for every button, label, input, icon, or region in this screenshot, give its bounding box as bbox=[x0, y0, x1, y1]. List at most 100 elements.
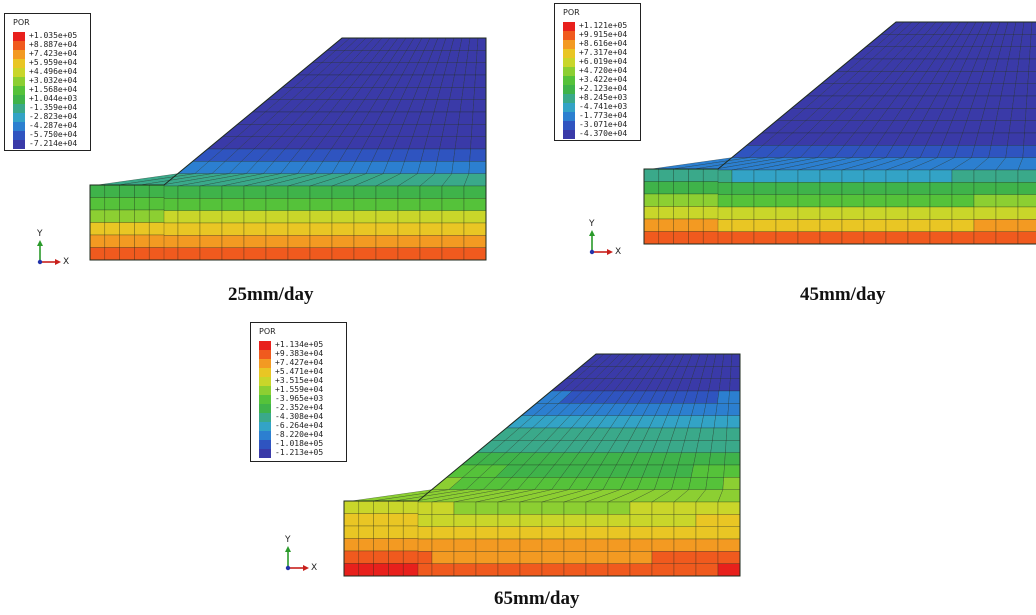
mesh-element bbox=[475, 62, 487, 76]
mesh-element bbox=[717, 514, 741, 527]
mesh-element bbox=[402, 525, 419, 539]
caption-65mm-day: 65mm/day bbox=[494, 588, 580, 609]
mesh-element bbox=[419, 185, 443, 199]
mesh-element bbox=[673, 231, 689, 245]
mesh-element bbox=[419, 235, 443, 248]
mesh-element bbox=[819, 182, 843, 195]
mesh-element bbox=[775, 169, 799, 183]
mesh-element bbox=[731, 231, 755, 245]
mesh-element bbox=[1023, 132, 1036, 146]
mesh-element bbox=[453, 563, 477, 577]
mesh-element bbox=[287, 235, 311, 248]
mesh-element bbox=[973, 194, 997, 208]
mesh-element bbox=[463, 247, 487, 261]
mesh-element bbox=[658, 231, 674, 245]
mesh-element bbox=[287, 222, 311, 236]
mesh-element bbox=[585, 563, 609, 577]
mesh-element bbox=[397, 185, 421, 199]
mesh-element bbox=[519, 514, 543, 527]
mesh-element bbox=[469, 148, 487, 162]
legend-value: +5.959e+04 bbox=[29, 58, 78, 67]
mesh-element bbox=[885, 194, 909, 208]
mesh-element bbox=[673, 168, 689, 182]
mesh-element bbox=[148, 184, 165, 198]
mesh-element bbox=[651, 501, 675, 515]
mesh-element bbox=[541, 538, 565, 552]
mesh-element bbox=[541, 551, 565, 564]
mesh-element bbox=[929, 206, 953, 220]
mesh-element bbox=[475, 501, 499, 515]
legend-value: -7.214e+04 bbox=[29, 139, 78, 148]
legend-value: +1.044e+03 bbox=[29, 94, 78, 103]
model-mesh-65mm-day bbox=[343, 353, 741, 577]
mesh-element bbox=[841, 182, 865, 195]
mesh-element bbox=[708, 452, 726, 466]
legend-value: -8.220e+04 bbox=[275, 430, 324, 439]
mesh-element bbox=[388, 525, 404, 539]
mesh-element bbox=[971, 145, 992, 158]
caption-25mm-day: 25mm/day bbox=[228, 284, 314, 305]
mesh-element bbox=[331, 222, 355, 236]
legend-title: POR bbox=[259, 327, 276, 336]
mesh-element bbox=[373, 500, 389, 514]
mesh-element bbox=[819, 206, 843, 220]
mesh-element bbox=[863, 219, 887, 232]
mesh-element bbox=[119, 209, 135, 223]
mesh-element bbox=[265, 198, 289, 211]
mesh-element bbox=[995, 169, 1019, 183]
legend-swatch bbox=[259, 404, 271, 413]
mesh-element bbox=[439, 136, 458, 150]
mesh-element bbox=[388, 513, 404, 527]
mesh-element bbox=[1012, 95, 1028, 109]
mesh-element bbox=[431, 514, 455, 527]
legend-value: +3.032e+04 bbox=[29, 76, 78, 85]
mesh-element bbox=[797, 169, 821, 183]
mesh-element bbox=[519, 526, 543, 540]
legend-swatch bbox=[563, 40, 575, 49]
mesh-element bbox=[1003, 71, 1018, 84]
legend-swatch bbox=[563, 112, 575, 121]
mesh-element bbox=[841, 231, 865, 245]
mesh-element bbox=[728, 390, 741, 404]
legend-swatch bbox=[259, 449, 271, 458]
mesh-element bbox=[373, 563, 389, 577]
mesh-element bbox=[309, 247, 333, 261]
mesh-element bbox=[471, 111, 487, 125]
mesh-element bbox=[797, 231, 821, 245]
mesh-element bbox=[929, 169, 953, 183]
mesh-element bbox=[402, 538, 419, 552]
mesh-element bbox=[541, 526, 565, 540]
mesh-element bbox=[907, 231, 931, 245]
mesh-element bbox=[1017, 231, 1036, 245]
legend-swatch bbox=[13, 95, 25, 104]
mesh-element bbox=[695, 501, 719, 515]
mesh-element bbox=[417, 161, 438, 174]
legend-swatch bbox=[259, 395, 271, 404]
mesh-element bbox=[563, 501, 587, 515]
mesh-element bbox=[497, 551, 521, 564]
mesh-element bbox=[89, 234, 106, 248]
mesh-element bbox=[287, 185, 311, 199]
mesh-element bbox=[673, 551, 697, 564]
legend-swatch bbox=[13, 113, 25, 122]
mesh-element bbox=[148, 197, 165, 211]
mesh-element bbox=[199, 235, 223, 248]
mesh-element bbox=[134, 184, 150, 198]
mesh-element bbox=[1025, 108, 1036, 121]
legend-45mm-day: POR +1.121e+05 +9.915e+04 +8.616e+04 +7.317… bbox=[554, 3, 641, 141]
mesh-element bbox=[585, 538, 609, 552]
mesh-element bbox=[951, 219, 975, 232]
mesh-element bbox=[221, 210, 245, 224]
mesh-element bbox=[397, 222, 421, 236]
legend-swatch bbox=[563, 22, 575, 31]
mesh-element bbox=[541, 501, 565, 515]
mesh-element bbox=[885, 182, 909, 195]
mesh-element bbox=[287, 210, 311, 224]
mesh-element bbox=[453, 526, 477, 540]
mesh-element bbox=[658, 168, 674, 182]
mesh-element bbox=[1022, 21, 1033, 35]
mesh-element bbox=[1030, 34, 1036, 47]
legend-swatch bbox=[563, 130, 575, 139]
mesh-element bbox=[221, 185, 245, 199]
mesh-element bbox=[563, 526, 587, 540]
